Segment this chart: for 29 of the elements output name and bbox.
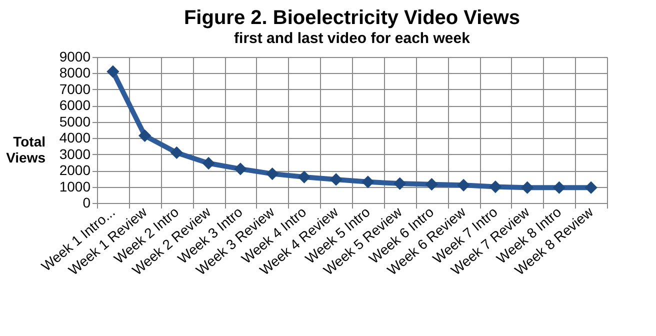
point — [425, 178, 438, 191]
point — [393, 177, 406, 190]
point — [362, 176, 374, 188]
chart-subtitle: first and last video for each week — [234, 30, 471, 47]
y-tick-label: 8000 — [59, 64, 91, 81]
y-tick-label: 2000 — [59, 162, 91, 178]
point — [552, 181, 566, 194]
y-tick-label: 4000 — [59, 130, 91, 146]
y-tick-label: 0 — [82, 194, 91, 210]
point — [457, 178, 470, 192]
chart-title: Figure 2. Bioelectricity Video Views — [184, 7, 520, 29]
point — [266, 167, 279, 180]
point — [298, 170, 311, 184]
y-tick-label: 1000 — [59, 178, 91, 194]
y-tick-label: 7000 — [59, 80, 91, 97]
y-tick-label: 9000 — [59, 48, 91, 64]
point — [202, 156, 215, 170]
point — [170, 146, 184, 160]
point — [138, 129, 152, 142]
point — [234, 162, 247, 176]
y-axis-title: Total Views — [6, 134, 46, 166]
point — [489, 180, 502, 194]
y-tick-label: 3000 — [59, 146, 91, 162]
point — [106, 65, 120, 78]
point — [330, 173, 342, 186]
y-tick-label: 5000 — [59, 113, 91, 130]
point — [520, 181, 534, 194]
point — [584, 181, 598, 194]
y-tick-label: 6000 — [59, 97, 91, 114]
